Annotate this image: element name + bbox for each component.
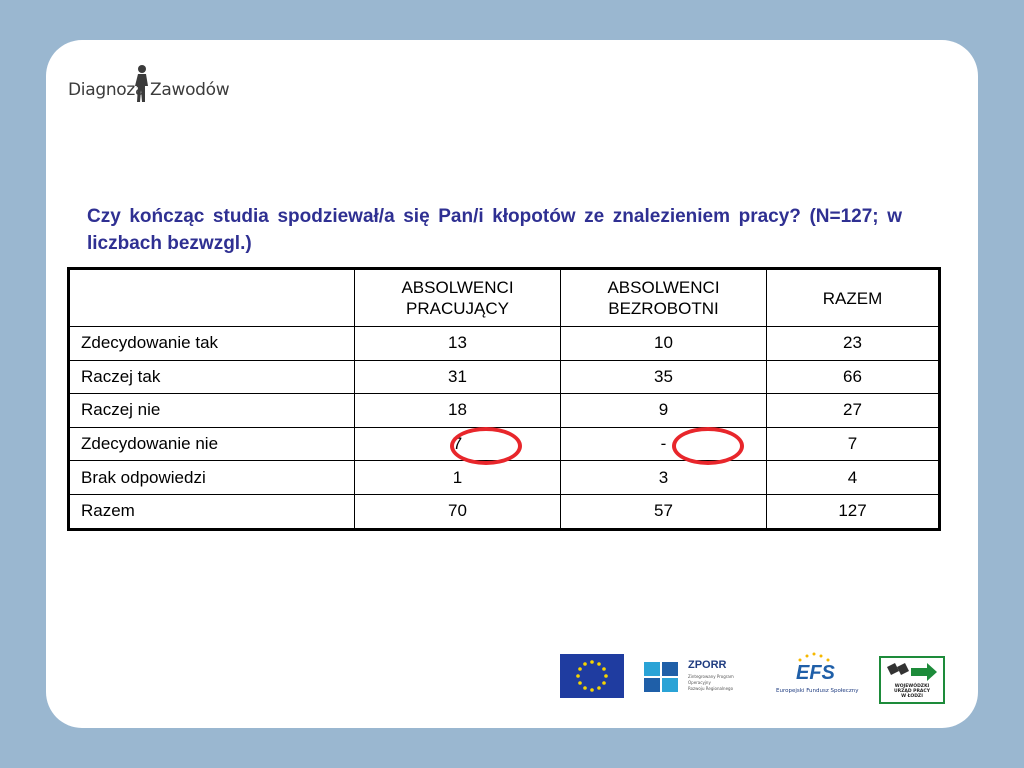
eu-flag-logo bbox=[560, 654, 624, 698]
row-label: Zdecydowanie tak bbox=[68, 326, 355, 361]
table-row: Raczej tak 31 35 66 bbox=[68, 359, 940, 395]
arrow-right-icon bbox=[887, 663, 937, 681]
header-empty bbox=[68, 268, 355, 327]
table-row: Zdecydowanie tak 13 10 23 bbox=[68, 326, 940, 361]
header-line: ABSOLWENCI bbox=[607, 278, 720, 297]
cell-pracujacy: 18 bbox=[354, 393, 561, 428]
zporr-logo: ZPORR Zintegrowany Program Operacyjny Ro… bbox=[642, 654, 742, 700]
zporr-caption-line: Zintegrowany Program bbox=[688, 674, 734, 679]
efs-logo: EFS Europejski Fundusz Społeczny bbox=[772, 652, 860, 700]
table-row: Raczej nie 18 9 27 bbox=[68, 393, 940, 428]
wup-caption-line: URZĄD PRACY bbox=[894, 689, 930, 694]
logo-text-diagnoza: Diagnoza bbox=[68, 80, 146, 100]
zporr-caption-line: Operacyjny bbox=[688, 680, 711, 685]
cell-pracujacy: 13 bbox=[354, 326, 561, 361]
header-absolwenci-bezrobotni: ABSOLWENCI BEZROBOTNI bbox=[560, 268, 767, 327]
cell-razem: 4 bbox=[766, 460, 940, 495]
cell-razem: 23 bbox=[766, 326, 940, 361]
row-label: Brak odpowiedzi bbox=[68, 460, 355, 495]
logo-text-zawodow: Zawodów bbox=[150, 80, 230, 100]
eu-stars-icon bbox=[576, 660, 608, 692]
wup-lodz-logo: WOJEWÓDZKI URZĄD PRACY W ŁODZI bbox=[879, 656, 945, 704]
row-label: Zdecydowanie nie bbox=[68, 426, 355, 462]
cell-razem: 7 bbox=[766, 426, 940, 462]
row-label: Razem bbox=[68, 493, 355, 531]
cell-bezrobotni: 57 bbox=[560, 493, 767, 531]
efs-stars-icon bbox=[798, 652, 830, 662]
table-header-row: ABSOLWENCI PRACUJĄCY ABSOLWENCI BEZROBOT… bbox=[68, 268, 940, 327]
cell-razem: 127 bbox=[766, 493, 940, 531]
efs-caption: Europejski Fundusz Społeczny bbox=[776, 688, 859, 694]
cell-pracujacy: 31 bbox=[354, 359, 561, 395]
cell-bezrobotni: 35 bbox=[560, 359, 767, 395]
cell-bezrobotni: 3 bbox=[560, 460, 767, 495]
cell-pracujacy: 7 bbox=[354, 426, 561, 462]
header-line: ABSOLWENCI bbox=[401, 278, 514, 297]
cell-bezrobotni: 9 bbox=[560, 393, 767, 428]
table-row: Zdecydowanie nie 7 - 7 bbox=[68, 426, 940, 462]
row-label: Raczej nie bbox=[68, 393, 355, 428]
wup-caption-line: WOJEWÓDZKI bbox=[894, 684, 930, 689]
cell-pracujacy: 70 bbox=[354, 493, 561, 531]
diagnoza-zawodow-logo: Diagnoza Zawodów bbox=[68, 62, 238, 114]
efs-name: EFS bbox=[796, 662, 835, 684]
wup-caption-line: W ŁODZI bbox=[901, 694, 923, 699]
cell-razem: 27 bbox=[766, 393, 940, 428]
cell-razem: 66 bbox=[766, 359, 940, 395]
header-line: PRACUJĄCY bbox=[406, 299, 509, 318]
header-line: BEZROBOTNI bbox=[608, 299, 719, 318]
zporr-name: ZPORR bbox=[688, 659, 727, 671]
results-table: ABSOLWENCI PRACUJĄCY ABSOLWENCI BEZROBOT… bbox=[67, 267, 941, 531]
row-label: Raczej tak bbox=[68, 359, 355, 395]
table-row: Razem 70 57 127 bbox=[68, 493, 940, 531]
survey-question: Czy kończąc studia spodziewał/a się Pan/… bbox=[87, 206, 902, 254]
cell-bezrobotni: 10 bbox=[560, 326, 767, 361]
table-row: Brak odpowiedzi 1 3 4 bbox=[68, 460, 940, 495]
zporr-caption-line: Rozwoju Regionalnego bbox=[688, 686, 734, 691]
header-absolwenci-pracujacy: ABSOLWENCI PRACUJĄCY bbox=[354, 268, 561, 327]
cell-bezrobotni: - bbox=[560, 426, 767, 462]
puzzle-icon bbox=[644, 662, 678, 692]
header-razem: RAZEM bbox=[766, 268, 940, 327]
person-silhouette-icon bbox=[135, 65, 148, 102]
cell-pracujacy: 1 bbox=[354, 460, 561, 495]
